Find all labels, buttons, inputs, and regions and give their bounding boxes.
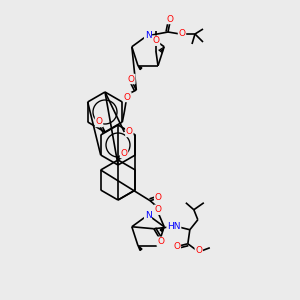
Text: O: O: [128, 74, 135, 83]
Text: O: O: [155, 205, 162, 214]
Polygon shape: [138, 246, 142, 250]
Text: N: N: [145, 31, 152, 40]
Text: O: O: [95, 118, 103, 127]
Text: O: O: [121, 148, 128, 158]
Text: O: O: [195, 246, 202, 255]
Text: O: O: [124, 92, 131, 101]
Text: O: O: [155, 193, 162, 202]
Text: O: O: [173, 242, 180, 251]
Text: HN: HN: [167, 222, 181, 231]
Polygon shape: [138, 66, 142, 70]
Text: O: O: [152, 36, 160, 45]
Text: O: O: [178, 29, 185, 38]
Text: O: O: [157, 237, 164, 246]
Polygon shape: [160, 227, 164, 232]
Text: N: N: [145, 211, 152, 220]
Text: O: O: [126, 128, 133, 136]
Text: O: O: [167, 14, 173, 23]
